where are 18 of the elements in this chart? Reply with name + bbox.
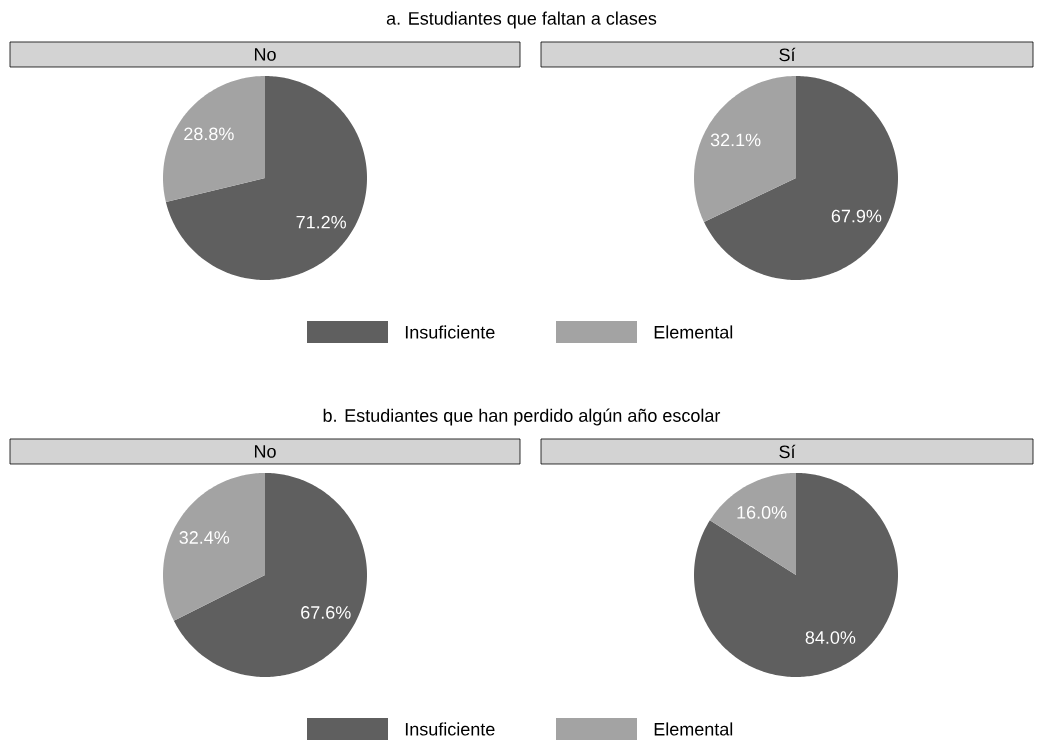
- legend-label: Elemental: [654, 325, 733, 339]
- data-label: 32.1%: [710, 133, 761, 147]
- data-label: 71.2%: [296, 215, 347, 229]
- data-label: 84.0%: [805, 631, 856, 644]
- data-label: 67.9%: [831, 209, 882, 223]
- data-label: 28.8%: [184, 127, 234, 141]
- legend-label: Insuficiente: [405, 325, 495, 339]
- chart-subtitle: Sí: [779, 444, 796, 459]
- legend-label: Elemental: [654, 722, 733, 736]
- data-label: 16.0%: [737, 506, 787, 519]
- chart-subtitle: No: [254, 445, 276, 458]
- chart-title: a. Estudiantes que faltan a clases: [386, 11, 657, 29]
- chart-subtitle: Sí: [779, 47, 796, 62]
- data-label: 67.6%: [301, 606, 351, 619]
- legend-label: Insuficiente: [405, 722, 495, 736]
- chart-subtitle: No: [254, 48, 276, 61]
- chart-title: b. Estudiantes que han perdido algún año escolar: [323, 408, 721, 426]
- data-label: 32.4%: [179, 531, 230, 544]
